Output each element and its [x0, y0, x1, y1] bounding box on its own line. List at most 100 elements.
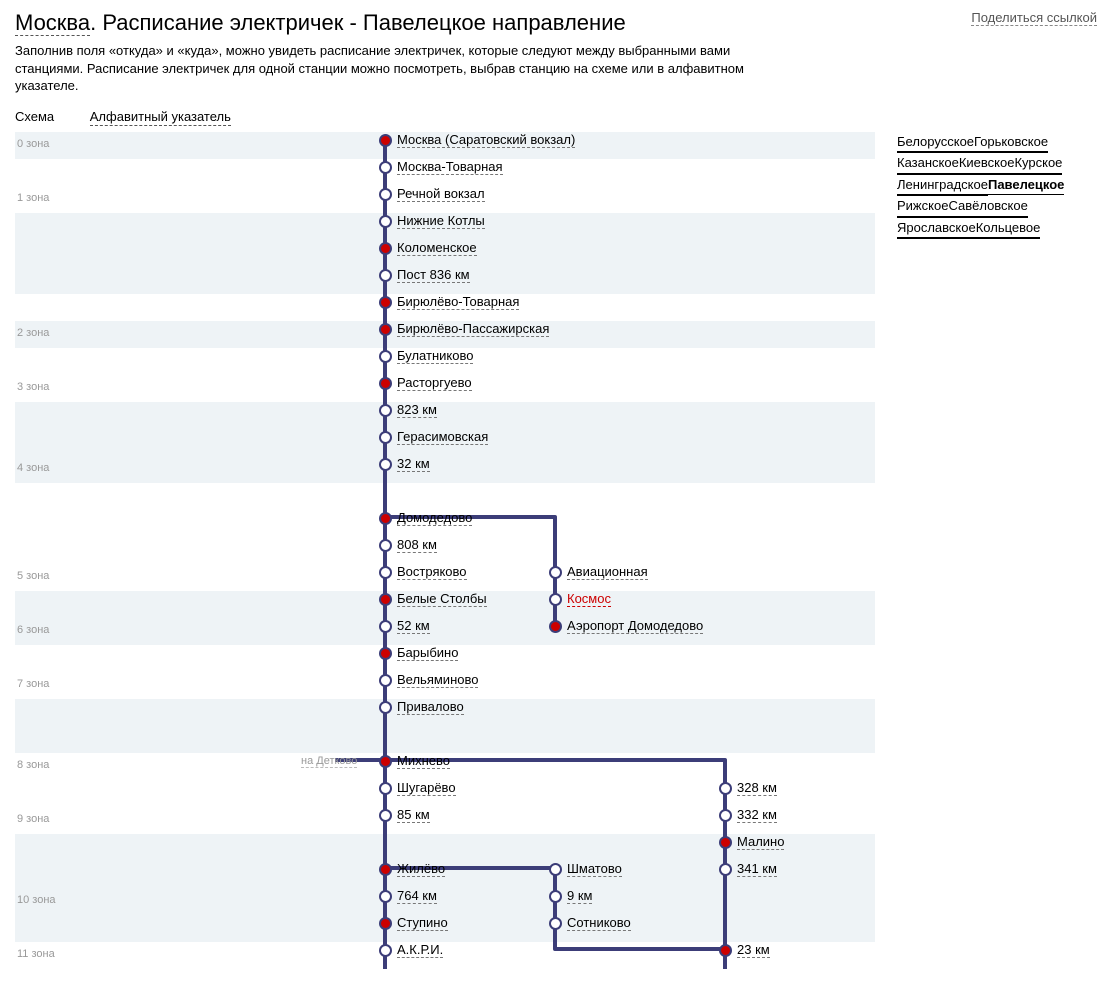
- station-main-1[interactable]: Москва-Товарная: [379, 159, 503, 174]
- station-main-17[interactable]: 52 км: [379, 618, 430, 633]
- city-link[interactable]: Москва: [15, 10, 90, 36]
- station-label[interactable]: 808 км: [397, 537, 437, 553]
- station-label[interactable]: 9 км: [567, 888, 592, 904]
- station-label[interactable]: Востряково: [397, 564, 467, 580]
- station-label[interactable]: 52 км: [397, 618, 430, 634]
- station-label[interactable]: Москва (Саратовский вокзал): [397, 132, 575, 148]
- station-label[interactable]: Космос: [567, 591, 611, 607]
- station-label[interactable]: Белые Столбы: [397, 591, 487, 607]
- station-main-4[interactable]: Коломенское: [379, 240, 477, 255]
- station-label[interactable]: Шугарёво: [397, 780, 456, 796]
- station-main-7[interactable]: Бирюлёво-Пассажирская: [379, 321, 549, 336]
- station-malino-4[interactable]: 23 км: [719, 942, 770, 957]
- station-label[interactable]: Нижние Котлы: [397, 213, 485, 229]
- station-main-13[interactable]: Домодедово: [379, 510, 472, 525]
- direction-1[interactable]: Горьковское: [974, 132, 1048, 153]
- station-label[interactable]: Расторгуево: [397, 375, 472, 391]
- station-main-20[interactable]: Привалово: [379, 699, 464, 714]
- station-malino-0[interactable]: 328 км: [719, 780, 777, 795]
- branch-label-detkovo[interactable]: на Детково: [301, 755, 357, 768]
- station-label[interactable]: Домодедово: [397, 510, 472, 526]
- station-main-6[interactable]: Бирюлёво-Товарная: [379, 294, 519, 309]
- tab-scheme[interactable]: Схема: [15, 109, 54, 125]
- station-dot: [379, 215, 392, 228]
- station-label[interactable]: Привалово: [397, 699, 464, 715]
- station-dot: [549, 620, 562, 633]
- tab-alpha[interactable]: Алфавитный указатель: [90, 109, 231, 126]
- station-label[interactable]: 341 км: [737, 861, 777, 877]
- station-label[interactable]: Коломенское: [397, 240, 477, 256]
- station-label[interactable]: Речной вокзал: [397, 186, 485, 202]
- station-shmatovo-2[interactable]: Сотниково: [549, 915, 631, 930]
- station-shmatovo-1[interactable]: 9 км: [549, 888, 592, 903]
- station-label[interactable]: 23 км: [737, 942, 770, 958]
- direction-6: Павелецкое: [988, 177, 1064, 192]
- station-malino-2[interactable]: Малино: [719, 834, 784, 849]
- station-main-14[interactable]: 808 км: [379, 537, 437, 552]
- direction-4[interactable]: Курское: [1014, 153, 1062, 174]
- station-main-19[interactable]: Вельяминово: [379, 672, 478, 687]
- station-label[interactable]: Ступино: [397, 915, 448, 931]
- direction-9[interactable]: Ярославское: [897, 218, 976, 239]
- station-dot: [549, 566, 562, 579]
- station-label[interactable]: 85 км: [397, 807, 430, 823]
- station-main-12[interactable]: 32 км: [379, 456, 430, 471]
- station-airport-0[interactable]: Авиационная: [549, 564, 648, 579]
- station-main-27[interactable]: А.К.Р.И.: [379, 942, 443, 957]
- direction-2[interactable]: Казанское: [897, 153, 959, 174]
- direction-5[interactable]: Ленинградское: [897, 175, 988, 196]
- station-label[interactable]: Пост 836 км: [397, 267, 470, 283]
- station-label[interactable]: Аэропорт Домодедово: [567, 618, 703, 634]
- share-link[interactable]: Поделиться ссылкой: [971, 10, 1097, 26]
- station-main-21[interactable]: Михнево: [379, 753, 450, 768]
- station-main-25[interactable]: 764 км: [379, 888, 437, 903]
- station-label[interactable]: Авиационная: [567, 564, 648, 580]
- station-label[interactable]: 328 км: [737, 780, 777, 796]
- station-main-23[interactable]: 85 км: [379, 807, 430, 822]
- station-dot: [719, 809, 732, 822]
- station-label[interactable]: Барыбино: [397, 645, 458, 661]
- station-main-26[interactable]: Ступино: [379, 915, 448, 930]
- station-label[interactable]: Жилёво: [397, 861, 445, 877]
- direction-8[interactable]: Савёловское: [948, 196, 1027, 217]
- station-main-11[interactable]: Герасимовская: [379, 429, 488, 444]
- station-main-15[interactable]: Востряково: [379, 564, 467, 579]
- station-label[interactable]: 823 км: [397, 402, 437, 418]
- station-airport-1[interactable]: Космос: [549, 591, 611, 606]
- station-airport-2[interactable]: Аэропорт Домодедово: [549, 618, 703, 633]
- station-main-16[interactable]: Белые Столбы: [379, 591, 487, 606]
- station-main-9[interactable]: Расторгуево: [379, 375, 472, 390]
- station-label[interactable]: Бирюлёво-Товарная: [397, 294, 519, 310]
- station-label[interactable]: Бирюлёво-Пассажирская: [397, 321, 549, 337]
- station-main-2[interactable]: Речной вокзал: [379, 186, 485, 201]
- station-malino-1[interactable]: 332 км: [719, 807, 777, 822]
- station-main-8[interactable]: Булатниково: [379, 348, 473, 363]
- station-label[interactable]: Герасимовская: [397, 429, 488, 445]
- station-main-22[interactable]: Шугарёво: [379, 780, 456, 795]
- station-label[interactable]: 332 км: [737, 807, 777, 823]
- station-label[interactable]: Москва-Товарная: [397, 159, 503, 175]
- direction-3[interactable]: Киевское: [959, 153, 1015, 174]
- station-shmatovo-0[interactable]: Шматово: [549, 861, 622, 876]
- station-malino-3[interactable]: 341 км: [719, 861, 777, 876]
- station-main-3[interactable]: Нижние Котлы: [379, 213, 485, 228]
- station-label[interactable]: А.К.Р.И.: [397, 942, 443, 958]
- station-dot: [379, 890, 392, 903]
- station-main-24[interactable]: Жилёво: [379, 861, 445, 876]
- station-label[interactable]: Малино: [737, 834, 784, 850]
- station-label[interactable]: 32 км: [397, 456, 430, 472]
- station-label[interactable]: Булатниково: [397, 348, 473, 364]
- station-main-10[interactable]: 823 км: [379, 402, 437, 417]
- direction-0[interactable]: Белорусское: [897, 132, 974, 153]
- station-main-0[interactable]: Москва (Саратовский вокзал): [379, 132, 575, 147]
- station-label[interactable]: Вельяминово: [397, 672, 478, 688]
- direction-10[interactable]: Кольцевое: [976, 218, 1041, 239]
- station-label[interactable]: Михнево: [397, 753, 450, 769]
- station-main-18[interactable]: Барыбино: [379, 645, 458, 660]
- station-label[interactable]: Сотниково: [567, 915, 631, 931]
- station-dot: [379, 674, 392, 687]
- station-label[interactable]: Шматово: [567, 861, 622, 877]
- station-label[interactable]: 764 км: [397, 888, 437, 904]
- station-main-5[interactable]: Пост 836 км: [379, 267, 470, 282]
- direction-7[interactable]: Рижское: [897, 196, 948, 217]
